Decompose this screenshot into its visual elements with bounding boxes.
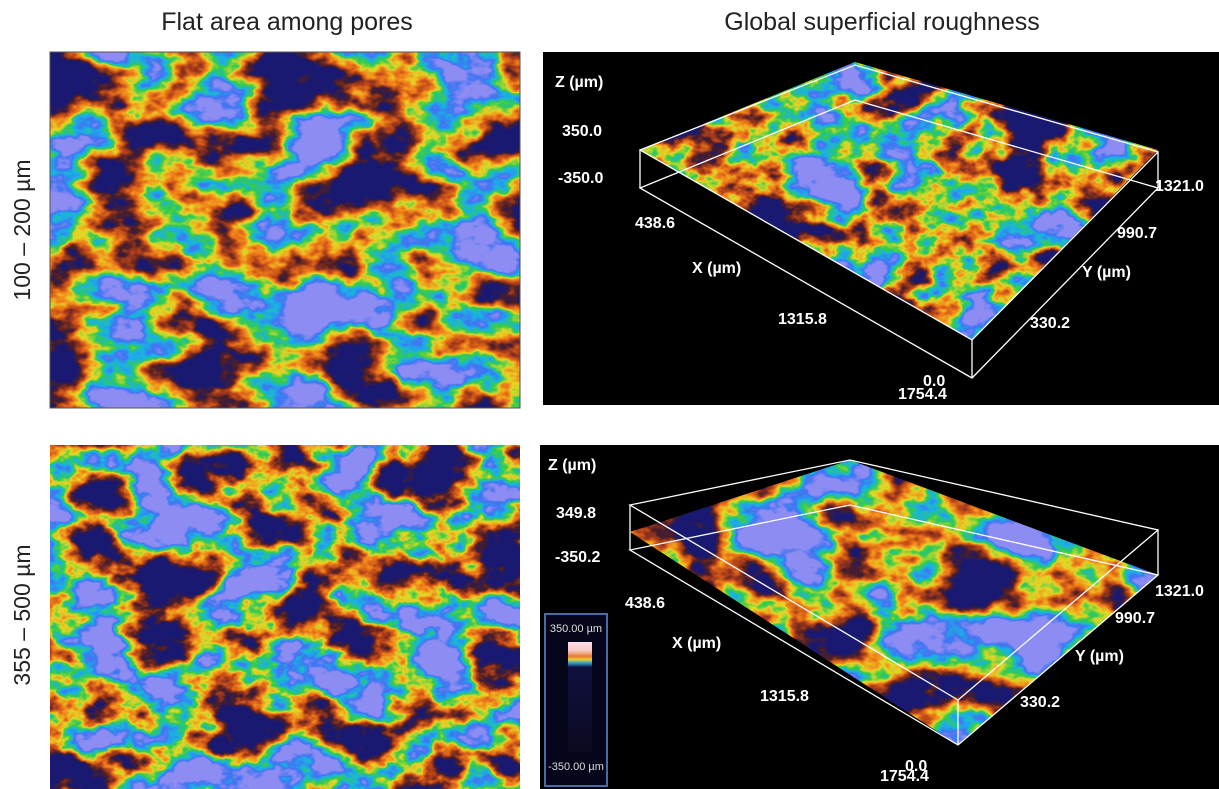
column-title: Flat area among pores [161,8,413,36]
figure: Flat area among pores Global superficial… [0,0,1219,789]
axis-label: 438.6 [625,595,665,612]
axis-label: Y (µm) [1082,264,1131,281]
axis-label: 0.0 [905,758,927,775]
axis-label: 330.2 [1020,694,1060,711]
axis-label: 1315.8 [760,688,809,705]
axis-label: 1315.8 [778,311,827,328]
axis-label: 990.7 [1117,225,1157,242]
axis-label: X (µm) [692,260,741,277]
colorbar [568,642,592,752]
axis-label: 0.0 [923,373,945,390]
axis-label: 330.2 [1030,315,1070,332]
height-map-image [50,52,520,408]
axis-label: -350.0 [558,170,603,187]
column-title: Global superficial roughness [724,8,1039,36]
axis-label: 1321.0 [1155,583,1204,600]
axis-label: 350.0 [562,123,602,140]
row-label: 355 – 500 µm [9,544,35,685]
axis-label: X (µm) [672,635,721,652]
axis-label: 990.7 [1115,610,1155,627]
colorbar-label: 350.00 µm [550,623,602,635]
row-label: 100 – 200 µm [9,159,35,300]
axis-label: Z (µm) [548,457,596,474]
axis-label: 349.8 [556,505,596,522]
axis-label: 438.6 [635,215,675,232]
axis-label: -350.2 [555,549,600,566]
colorbar-label: -350.00 µm [548,761,604,773]
axis-label: 1321.0 [1155,178,1204,195]
axis-label: Y (µm) [1075,648,1124,665]
height-map-image [50,445,520,789]
axis-label: Z (µm) [555,74,603,91]
